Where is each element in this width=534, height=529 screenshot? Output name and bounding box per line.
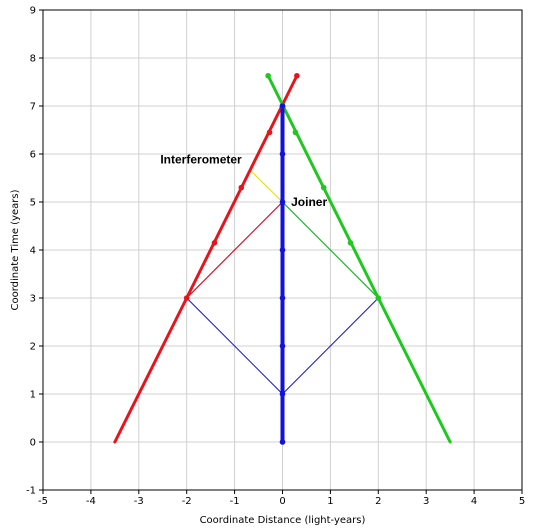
y-tick-label: 3 — [30, 294, 36, 305]
x-tick-label: 4 — [471, 496, 477, 507]
data-point-green — [292, 129, 299, 136]
y-tick-label: 0 — [30, 438, 36, 449]
data-point-blue — [279, 343, 286, 349]
x-tick-label: -1 — [230, 496, 240, 507]
y-axis-label: Coordinate Time (years) — [10, 189, 21, 310]
x-tick-label: -4 — [86, 496, 96, 507]
x-axis-label: Coordinate Distance (light-years) — [200, 515, 366, 526]
data-point-green — [320, 184, 327, 191]
y-tick-label: 6 — [30, 150, 36, 161]
x-tick-label: -3 — [134, 496, 144, 507]
x-tick-label: 0 — [279, 496, 285, 507]
markers — [183, 72, 382, 445]
y-tick-label: 4 — [30, 246, 36, 257]
tick-labels: -5 -4 -3 -2 -1 0 1 2 3 4 5 -1 0 1 2 3 4 5 6 7 8 9 — [26, 6, 525, 508]
x-tick-label: 2 — [375, 496, 381, 507]
data-point-green — [265, 72, 271, 79]
x-tick-label: 3 — [423, 496, 429, 507]
data-point-blue — [279, 439, 286, 445]
data-point-green — [347, 240, 354, 246]
data-point-red — [183, 295, 190, 301]
data-point-red — [238, 184, 245, 191]
x-tick-label: -2 — [182, 496, 192, 507]
annotation-label: Interferometer — [160, 153, 242, 167]
series-line-green — [282, 201, 379, 299]
series-line-red — [186, 201, 283, 299]
axes — [39, 9, 523, 494]
data-point-green — [375, 295, 382, 301]
annotations: Interferometer Joiner — [160, 153, 327, 209]
y-tick-label: 8 — [30, 54, 36, 65]
y-tick-label: 7 — [30, 102, 36, 113]
y-tick-label: -1 — [26, 486, 36, 497]
y-tick-label: 9 — [30, 6, 36, 17]
y-tick-label: 5 — [30, 198, 36, 209]
data-point-red — [266, 129, 273, 136]
data-point-blue — [279, 199, 286, 205]
y-tick-label: 1 — [30, 390, 36, 401]
annotation-label: Joiner — [291, 195, 327, 209]
data-point-red — [211, 240, 218, 246]
data-point-blue — [279, 103, 286, 109]
data-point-red — [294, 72, 300, 79]
x-tick-label: -5 — [38, 496, 48, 507]
data-point-blue — [279, 151, 286, 157]
series-line-yellow — [249, 169, 283, 203]
x-tick-label: 5 — [519, 496, 525, 507]
data-point-blue — [279, 247, 286, 253]
y-tick-label: 2 — [30, 342, 36, 353]
x-tick-label: 1 — [327, 496, 333, 507]
data-point-blue — [279, 391, 286, 397]
data-point-blue — [279, 295, 286, 301]
